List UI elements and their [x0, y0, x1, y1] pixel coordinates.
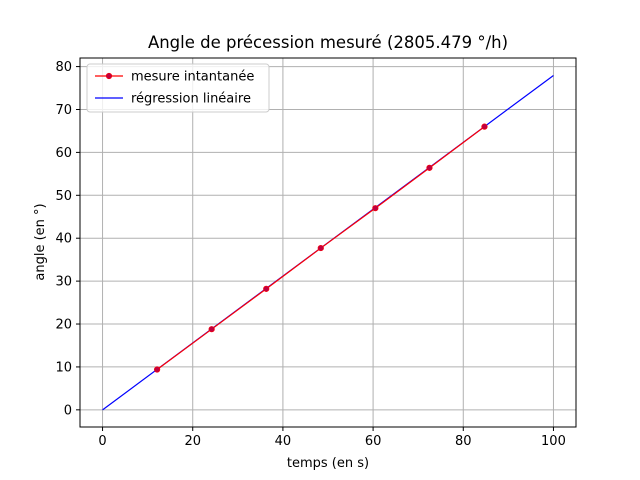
y-axis-label: angle (en °) [33, 203, 48, 280]
legend-label-measurement: mesure intantanée [131, 70, 254, 85]
y-tick-label: 50 [55, 189, 72, 204]
data-point [426, 164, 433, 171]
y-tick-label: 0 [64, 403, 72, 418]
y-tick-label: 80 [55, 60, 72, 75]
x-tick-label: 40 [275, 434, 292, 449]
data-point [317, 244, 324, 252]
y-tick-label: 10 [55, 360, 72, 375]
grid [80, 58, 576, 427]
legend-marker-measurement [105, 72, 113, 80]
y-tick-label: 20 [55, 318, 72, 333]
data-point [481, 123, 488, 130]
legend-label-regression: régression linéaire [131, 92, 251, 107]
y-tick-label: 60 [55, 146, 72, 161]
legend-box [86, 63, 270, 113]
axes-frame [79, 57, 577, 428]
y-tick-label: 30 [55, 275, 72, 290]
y-tick-label: 40 [55, 232, 72, 247]
y-tick-label: 70 [55, 103, 72, 118]
data-point [154, 366, 161, 373]
x-axis-label: temps (en s) [287, 456, 369, 471]
x-tick-label: 60 [365, 434, 382, 449]
x-tick-label: 0 [98, 434, 106, 449]
data-point [208, 326, 215, 333]
axis-ticks: 0 20 40 60 80 100 0 10 20 30 40 50 60 70 80 [55, 60, 565, 449]
data-point [372, 205, 379, 212]
plot-area [102, 74, 554, 411]
x-tick-label: 80 [455, 434, 472, 449]
data-point [263, 285, 270, 292]
chart-title: Angle de précession mesuré (2805.479 °/h… [148, 33, 508, 52]
x-tick-label: 100 [541, 434, 566, 449]
legend: mesure intantanée régression linéaire [86, 63, 270, 113]
x-tick-label: 20 [184, 434, 201, 449]
